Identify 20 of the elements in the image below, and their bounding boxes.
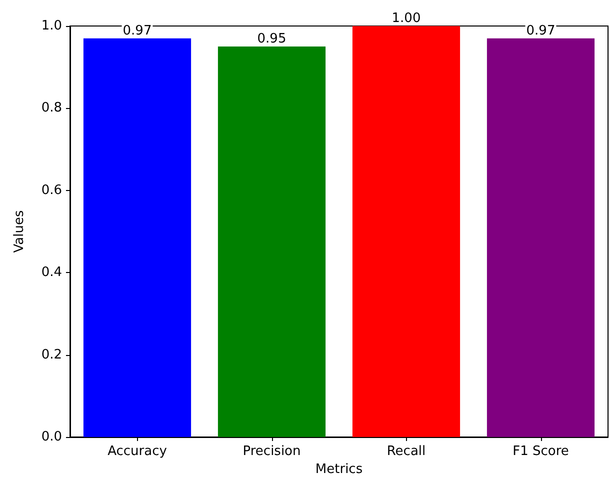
y-tick-label: 0.4 (41, 265, 62, 280)
x-axis-title: Metrics (315, 462, 363, 477)
x-tick-label: Precision (242, 444, 301, 459)
data-label: 1.00 (392, 11, 421, 26)
bar (352, 26, 460, 437)
x-tick-label: F1 Score (512, 444, 569, 459)
y-tick-label: 0.0 (41, 430, 62, 444)
data-label: 0.97 (122, 23, 152, 38)
data-label: 0.95 (257, 32, 286, 47)
data-label: 0.97 (526, 23, 556, 38)
y-tick-label: 0.6 (41, 182, 62, 198)
x-tick-label: Accuracy (108, 444, 168, 459)
x-tick-label: Recall (386, 444, 426, 459)
y-axis-title: Values (12, 210, 27, 253)
y-tick-label: 0.8 (41, 100, 62, 116)
y-tick-label: 0.2 (41, 347, 62, 362)
bar (83, 38, 192, 437)
bar (218, 46, 326, 437)
bar (486, 38, 595, 437)
y-tick-label: 1.0 (41, 18, 62, 34)
